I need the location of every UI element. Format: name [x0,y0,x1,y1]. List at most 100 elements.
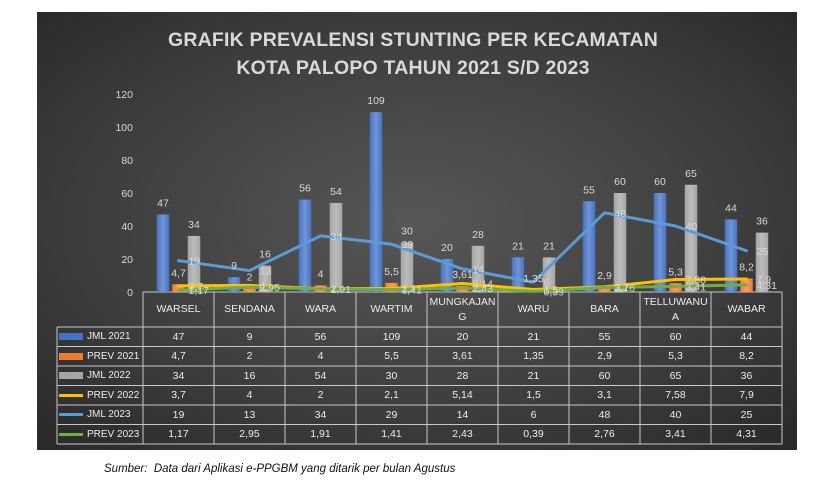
data-label-jml-2021-warsel: 47 [157,197,169,209]
data-label-jml-2022-wartim: 30 [401,226,413,238]
table-cell-prev-2023-telluwanua: 3,41 [665,428,686,441]
table-cell-jml-2023-wartim: 29 [385,408,398,421]
y-tick-label-80: 80 [121,155,133,167]
table-cell-jml-2023-wara: 34 [314,408,327,421]
table-cell-prev-2021-wara: 4 [317,350,324,363]
table-cell-jml-2021-bara: 55 [598,330,611,343]
data-label-prev-2021-warsel: 4,7 [171,267,186,279]
data-label-jml-2022-sendana: 16 [259,249,271,261]
data-label-jml-2023-telluwanua: 40 [686,221,698,233]
table-header-wara: WARA [304,303,337,315]
data-label-jml-2023-wartim: 29 [402,239,414,251]
data-label-prev-2021-wara: 4 [318,268,324,280]
bars [156,112,769,293]
data-label-jml-2023-sendana: 13 [260,266,272,278]
table-cell-jml-2023-warsel: 19 [172,408,185,421]
line-jml-2023 [177,211,748,284]
table-cell-prev-2021-bara: 2,9 [597,350,612,363]
table-cell-prev-2022-wara: 2 [317,389,324,402]
data-label-prev-2023-wartim: 1,41 [402,285,423,297]
line-prev-2023 [177,283,748,293]
table-cell-prev-2023-wabar: 4,31 [736,428,757,441]
table-cell-jml-2022-wartim: 30 [385,369,398,382]
data-label-jml-2023-wabar: 25 [757,246,769,258]
y-tick-label-120: 120 [115,89,133,101]
bar-jml-2021-telluwanua [653,193,667,292]
y-tick-label-40: 40 [121,221,133,233]
data-label-prev-2023-wara: 1,91 [331,284,352,296]
data-label-jml-2021-wara: 56 [299,183,311,195]
table-cell-prev-2023-sendana: 2,95 [239,428,260,441]
table-legend-prev-2021: PREV 2021 [57,347,143,367]
table-cell-jml-2022-wara: 54 [314,369,327,382]
chart-title-line-2: KOTA PALOPO TAHUN 2021 S/D 2023 [236,57,590,79]
table-cell-prev-2022-waru: 1,5 [526,389,541,402]
table-cell-prev-2021-waru: 1,35 [523,350,544,363]
bar-jml-2021-wartim [369,112,383,293]
data-label-jml-2021-mungkajang: 20 [441,242,453,254]
data-label-prev-2021-mungkajang: 3,61 [452,269,473,281]
legend-key-jml-2021 [59,333,83,341]
table-header-telluwanua: TELLUWANUA [643,295,708,323]
table-cell-jml-2023-sendana: 13 [243,408,256,421]
table-cell-jml-2022-waru: 21 [527,369,540,382]
data-label-prev-2021-telluwanua: 5,3 [668,266,683,278]
table-cell-jml-2023-waru: 6 [530,408,537,421]
data-label-prev-2023-bara: 2,76 [615,282,636,294]
bar-jml-2021-bara [582,201,596,292]
chart-title-line-1: GRAFIK PREVALENSI STUNTING PER KECAMATAN [167,29,659,51]
data-label-jml-2023-wara: 34 [331,231,343,243]
table-cell-prev-2023-waru: 0,39 [523,428,544,441]
data-label-jml-2022-mungkajang: 28 [472,229,484,241]
table-header-waru: WARU [517,303,550,315]
data-table-grid [56,291,783,445]
legend-label-prev-2023: PREV 2023 [87,428,140,440]
data-label-prev-2021-wabar: 8,2 [739,261,754,273]
chart-title: GRAFIK PREVALENSI STUNTING PER KECAMATAN… [37,26,789,82]
table-cell-prev-2022-mungkajang: 5,14 [452,389,473,402]
table-legend-jml-2023: JML 2023 [57,405,143,425]
bar-jml-2022-wara [329,202,343,292]
data-label-prev-2022-sendana: 4 [260,280,266,292]
data-label-prev-2022-bara: 3,1 [615,282,630,294]
table-cell-jml-2021-wartim: 109 [382,330,401,343]
table-header-warsel: WARSEL [156,303,201,315]
data-label-jml-2022-telluwanua: 65 [685,168,697,180]
data-label-prev-2022-warsel: 3,7 [189,281,204,293]
table-corner-cell [57,292,143,327]
y-tick-label-0: 0 [127,287,133,299]
table-cell-jml-2021-sendana: 9 [246,330,253,343]
legend-label-jml-2021: JML 2021 [87,331,131,343]
data-label-jml-2021-bara: 55 [583,184,595,196]
table-cell-prev-2021-sendana: 2 [246,350,253,363]
legend-label-prev-2022: PREV 2022 [87,389,140,401]
data-label-prev-2022-waru: 1,5 [544,285,559,297]
data-label-jml-2023-mungkajang: 14 [473,264,485,276]
table-cell-prev-2023-bara: 2,76 [594,428,615,441]
table-cell-jml-2022-sendana: 16 [243,369,256,382]
table-cell-prev-2022-telluwanua: 7,58 [665,389,686,402]
data-label-jml-2023-waru: 6 [544,277,550,289]
bar-prev-2021-bara [598,287,611,292]
table-cell-jml-2022-wabar: 36 [740,369,753,382]
table-cell-jml-2023-telluwanua: 40 [669,408,682,421]
table-header-mungkajang: MUNGKAJANG [429,295,496,323]
table-cell-jml-2022-warsel: 34 [172,369,185,382]
table-cell-prev-2022-warsel: 3,7 [171,389,186,402]
data-label-prev-2023-mungkajang: 2,43 [473,283,494,295]
data-label-jml-2022-bara: 60 [614,176,626,188]
legend-label-prev-2021: PREV 2021 [87,350,140,362]
data-label-prev-2023-waru: 0,39 [544,286,565,298]
table-header-wabar: WABAR [727,303,766,315]
data-label-prev-2022-telluwanua: 7,58 [686,274,707,286]
table-cell-prev-2023-wartim: 1,41 [381,428,402,441]
table-cell-jml-2021-waru: 21 [527,330,540,343]
table-cell-prev-2022-wartim: 2,1 [384,389,399,402]
table-cell-jml-2023-mungkajang: 14 [456,408,469,421]
table-cell-jml-2021-wabar: 44 [740,330,753,343]
legend-key-prev-2022 [59,393,83,397]
table-cell-prev-2021-mungkajang: 3,61 [452,350,473,363]
table-cell-prev-2023-warsel: 1,17 [168,428,189,441]
